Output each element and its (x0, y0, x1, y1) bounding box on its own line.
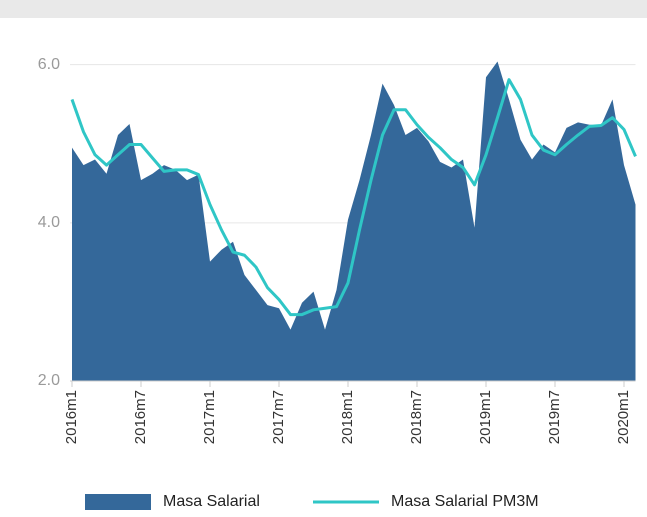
x-tick-label: 2016m7 (132, 390, 149, 444)
x-tick-label: 2020m1 (615, 390, 632, 444)
x-tick-label: 2017m7 (270, 390, 287, 444)
y-tick-label: 4.0 (38, 214, 60, 231)
line (70, 78, 637, 317)
legend-label: Masa Salarial PM3M (391, 493, 539, 510)
legend-swatch (85, 494, 151, 510)
x-tick-label: 2017m1 (201, 390, 218, 444)
x-tick-label: 2018m7 (408, 390, 425, 444)
x-tick-label: 2019m1 (477, 390, 494, 444)
y-tick-label: 2.0 (38, 372, 60, 389)
y-tick-label: 6.0 (38, 56, 60, 73)
legend-label: Masa Salarial (163, 493, 260, 510)
top-bar (0, 0, 647, 18)
x-tick-label: 2018m1 (339, 390, 356, 444)
area (72, 61, 636, 382)
x-tick-label: 2016m1 (63, 390, 80, 444)
x-tick-label: 2019m7 (546, 390, 563, 444)
